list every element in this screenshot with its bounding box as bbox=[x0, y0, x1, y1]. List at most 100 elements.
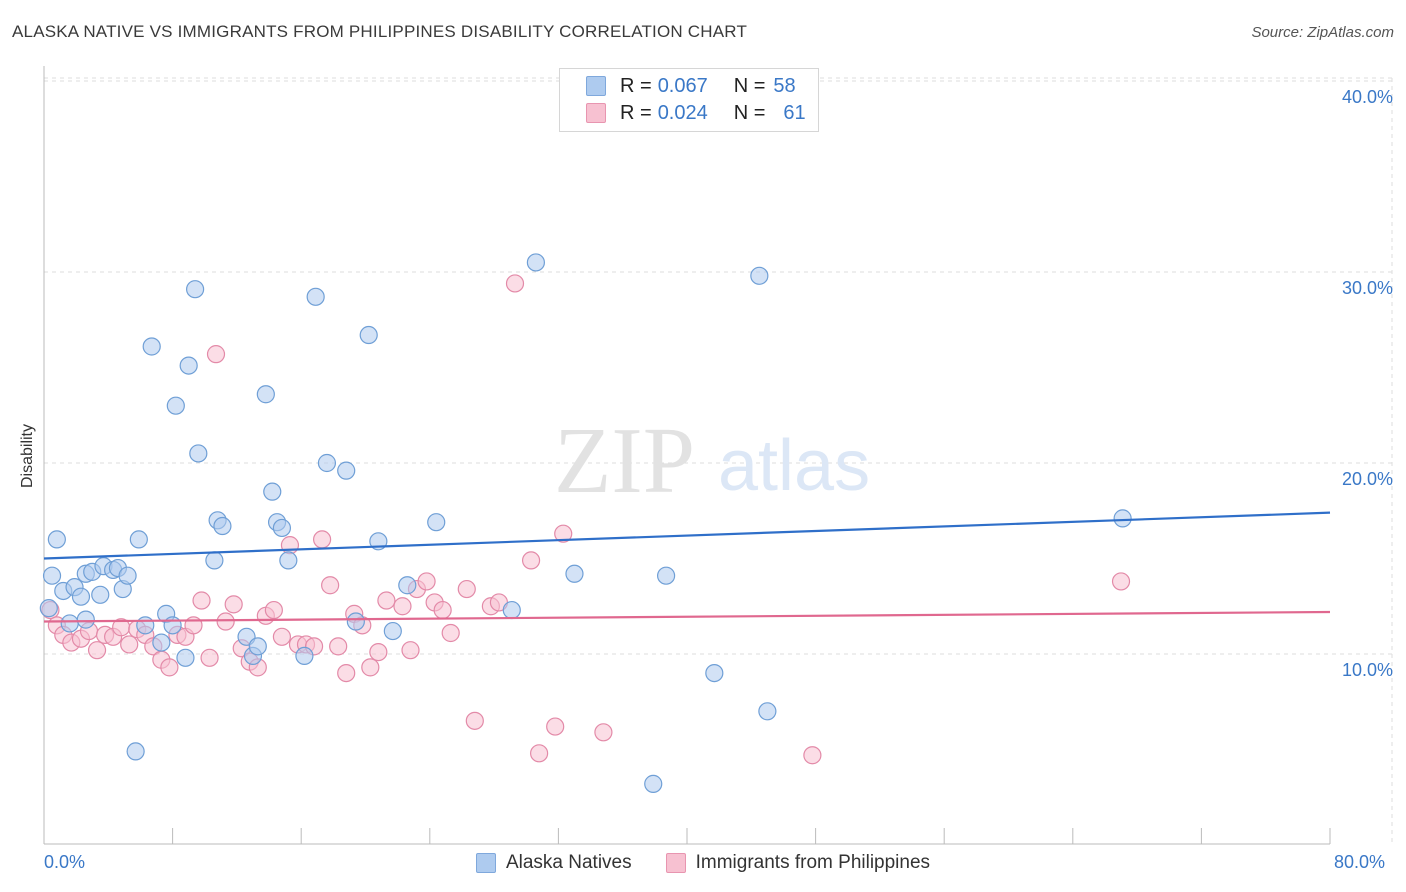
point-alaska bbox=[248, 637, 267, 656]
point-alaska bbox=[758, 702, 777, 721]
point-philippines bbox=[465, 711, 484, 730]
watermark-atlas: atlas bbox=[718, 426, 870, 506]
trend-lines bbox=[43, 511, 1331, 623]
legend-swatch-pink bbox=[586, 103, 606, 123]
legend-item-alaska: Alaska Natives bbox=[475, 852, 632, 874]
point-alaska bbox=[1113, 509, 1132, 528]
point-alaska bbox=[644, 774, 663, 793]
point-alaska bbox=[272, 518, 292, 538]
point-philippines bbox=[457, 579, 476, 599]
legend-row-philippines: R = 0.024 N = 61 bbox=[586, 102, 806, 124]
point-alaska bbox=[205, 551, 224, 570]
legend-label-alaska: Alaska Natives bbox=[505, 852, 632, 873]
point-alaska bbox=[502, 600, 521, 620]
legend-r-label: R = bbox=[620, 101, 652, 124]
point-philippines bbox=[280, 536, 300, 555]
point-philippines bbox=[401, 641, 420, 660]
point-alaska bbox=[91, 585, 110, 604]
point-philippines bbox=[433, 600, 452, 620]
legend-swatch-blue bbox=[586, 76, 606, 96]
y-tick-labels: 10.0% 20.0% 30.0% 40.0% bbox=[1342, 87, 1393, 680]
point-alaska bbox=[657, 566, 676, 585]
point-alaska bbox=[256, 385, 275, 404]
point-philippines bbox=[87, 641, 107, 660]
legend-r-label: R = bbox=[620, 74, 652, 97]
legend-r-value: 0.067 bbox=[657, 74, 708, 97]
point-philippines bbox=[361, 658, 380, 677]
point-philippines bbox=[192, 591, 211, 610]
point-philippines bbox=[441, 623, 460, 643]
point-philippines bbox=[393, 597, 412, 616]
point-alaska bbox=[39, 599, 58, 618]
legend-n-value: 61 bbox=[783, 101, 806, 124]
point-alaska bbox=[705, 663, 724, 683]
y-tick-label: 30.0% bbox=[1342, 278, 1393, 298]
point-alaska bbox=[76, 610, 95, 629]
legend-n-value: 58 bbox=[773, 74, 796, 97]
point-alaska bbox=[346, 612, 365, 631]
point-philippines bbox=[369, 642, 388, 662]
point-philippines bbox=[594, 723, 613, 742]
trend-line-philippines bbox=[43, 610, 1331, 623]
point-philippines bbox=[554, 524, 573, 543]
point-philippines bbox=[264, 600, 283, 620]
point-alaska bbox=[337, 461, 356, 480]
point-philippines bbox=[417, 572, 436, 591]
point-alaska bbox=[295, 646, 314, 666]
point-philippines bbox=[272, 627, 292, 646]
point-alaska bbox=[213, 516, 232, 536]
source-label: Source: ZipAtlas.com bbox=[1251, 24, 1394, 41]
point-alaska bbox=[71, 587, 91, 606]
point-alaska bbox=[189, 444, 208, 463]
point-philippines bbox=[312, 530, 332, 549]
point-alaska bbox=[176, 648, 195, 667]
point-philippines bbox=[505, 274, 525, 293]
point-philippines bbox=[321, 576, 340, 595]
point-alaska bbox=[750, 266, 769, 285]
point-philippines bbox=[200, 648, 219, 667]
point-alaska bbox=[383, 621, 402, 641]
y-tick-label: 10.0% bbox=[1342, 660, 1393, 680]
point-philippines bbox=[337, 663, 356, 683]
legend-item-philippines: Immigrants from Philippines bbox=[665, 852, 931, 874]
x-tick-min: 0.0% bbox=[44, 852, 86, 872]
point-alaska bbox=[398, 576, 417, 595]
stats-legend: R = 0.067 N = 58 R = 0.024 N = 61 bbox=[559, 68, 819, 132]
point-alaska bbox=[152, 633, 171, 652]
point-philippines bbox=[120, 635, 139, 654]
point-alaska bbox=[427, 513, 446, 532]
chart-title: ALASKA NATIVE VS IMMIGRANTS FROM PHILIPP… bbox=[12, 22, 748, 41]
point-alaska bbox=[60, 614, 79, 633]
point-alaska bbox=[279, 551, 298, 570]
point-alaska bbox=[166, 396, 185, 415]
trend-line-alaska bbox=[43, 511, 1331, 560]
point-alaska bbox=[136, 616, 155, 635]
legend-r-value: 0.024 bbox=[657, 101, 708, 124]
point-alaska bbox=[306, 287, 325, 306]
point-philippines bbox=[530, 744, 549, 763]
point-philippines bbox=[206, 345, 226, 364]
legend-n-label: N = bbox=[733, 101, 766, 124]
point-philippines bbox=[521, 551, 541, 570]
point-alaska bbox=[179, 356, 198, 375]
y-tick-label: 20.0% bbox=[1342, 469, 1393, 489]
point-philippines bbox=[1111, 572, 1131, 591]
point-alaska bbox=[129, 530, 148, 549]
legend-swatch-pink bbox=[665, 853, 686, 873]
point-alaska bbox=[186, 280, 205, 299]
point-alaska bbox=[565, 564, 584, 583]
legend-n-label: N = bbox=[733, 74, 766, 97]
y-tick-label: 40.0% bbox=[1342, 87, 1393, 107]
point-alaska bbox=[142, 337, 161, 356]
point-philippines bbox=[377, 591, 396, 610]
point-alaska bbox=[118, 566, 137, 585]
point-alaska bbox=[47, 530, 66, 549]
pink-points bbox=[41, 274, 1131, 765]
x-tick-max: 80.0% bbox=[1334, 852, 1386, 872]
legend-label-philippines: Immigrants from Philippines bbox=[695, 852, 931, 873]
watermark-zip: ZIP bbox=[554, 409, 695, 513]
point-alaska bbox=[42, 566, 62, 585]
point-alaska bbox=[526, 253, 545, 272]
legend-row-alaska: R = 0.067 N = 58 bbox=[586, 75, 796, 97]
